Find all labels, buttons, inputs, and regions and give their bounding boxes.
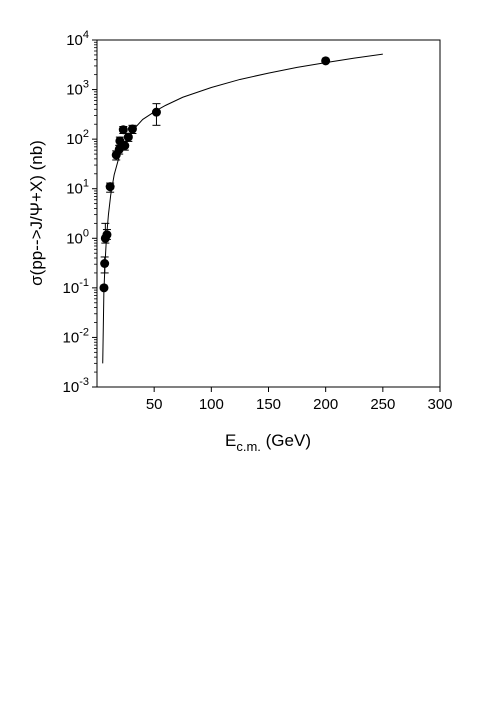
x-tick-label-100: 100 bbox=[199, 396, 224, 413]
y-axis: 10-3 10-2 10-1 100 101 102 103 104 bbox=[63, 29, 97, 396]
fit-curve bbox=[102, 53, 383, 364]
y-tick-label--3: 10-3 bbox=[63, 376, 89, 396]
x-axis: 50 100 150 200 250 300 bbox=[146, 387, 453, 413]
y-tick-label--1: 10-1 bbox=[63, 277, 89, 297]
y-tick-label--2: 10-2 bbox=[63, 326, 89, 346]
data-point-0 bbox=[99, 283, 109, 293]
data-point-1 bbox=[100, 258, 110, 268]
y-tick-label-1: 101 bbox=[66, 178, 89, 198]
data-point-4 bbox=[105, 182, 115, 192]
x-axis-title-unit: (GeV) bbox=[261, 431, 311, 450]
x-axis-title-sub: c.m. bbox=[236, 439, 261, 454]
y-tick-label-2: 102 bbox=[66, 128, 89, 148]
x-tick-label-200: 200 bbox=[313, 396, 338, 413]
x-tick-label-50: 50 bbox=[146, 396, 163, 413]
data-point-10 bbox=[123, 132, 133, 142]
y-tick-label-0: 100 bbox=[66, 227, 89, 247]
data-point-13 bbox=[321, 56, 331, 66]
x-tick-label-300: 300 bbox=[427, 396, 452, 413]
x-axis-title: Ec.m. (GeV) bbox=[225, 431, 311, 454]
data-point-8 bbox=[118, 125, 128, 135]
data-point-9 bbox=[120, 141, 130, 151]
data-point-11 bbox=[127, 124, 137, 134]
data-point-12 bbox=[151, 107, 161, 117]
y-axis-title: σ(pp-->J/Ψ+X) (nb) bbox=[27, 140, 46, 286]
data-points-layer bbox=[99, 56, 331, 293]
fit-curve-layer bbox=[102, 53, 383, 364]
x-axis-title-main: E bbox=[225, 431, 236, 450]
y-tick-label-4: 104 bbox=[66, 29, 89, 49]
x-tick-label-150: 150 bbox=[256, 396, 281, 413]
x-tick-label-250: 250 bbox=[370, 396, 395, 413]
y-tick-label-3: 103 bbox=[66, 79, 89, 99]
plot-frame bbox=[96, 39, 441, 388]
data-point-3 bbox=[102, 230, 112, 240]
